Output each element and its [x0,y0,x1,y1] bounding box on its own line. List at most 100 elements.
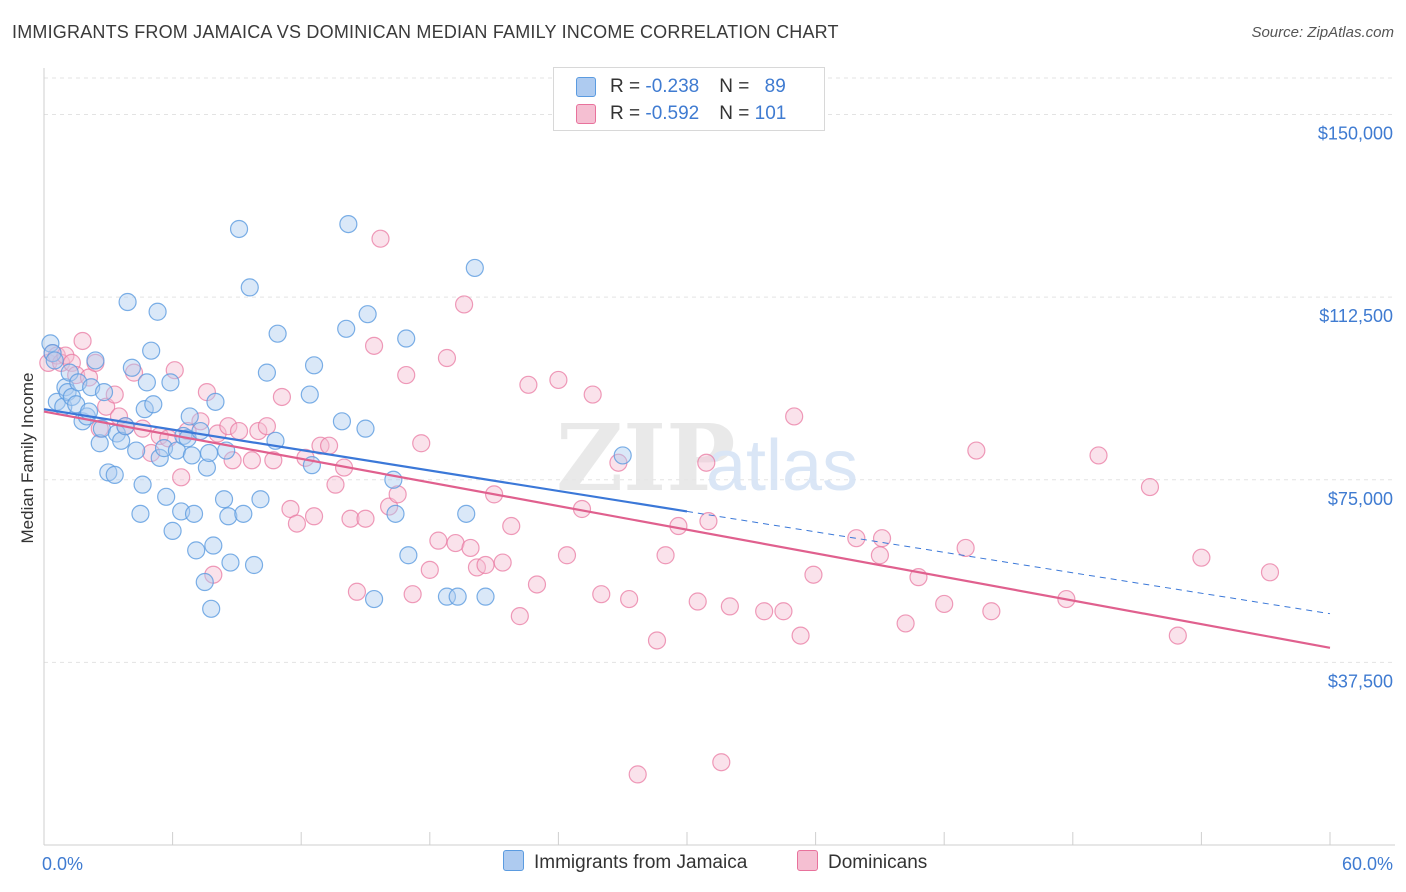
point-jamaica [180,407,199,426]
point-jamaica [112,431,131,450]
point-dominicans [935,594,954,614]
point-dominicans [592,585,611,604]
point-dominicans [371,229,390,248]
point-jamaica [133,475,152,494]
point-dominicans [870,546,890,565]
point-dominicans [1089,446,1108,465]
point-dominicans [319,436,339,455]
point-jamaica [191,421,210,441]
point-dominicans [510,607,529,626]
bottom-legend-swatch-blue [503,850,524,872]
point-dominicans [527,575,547,594]
trend-line-dominicans [43,410,1331,649]
series-dominicans-points [39,229,1280,784]
point-jamaica [221,553,240,572]
point-dominicans [720,597,739,616]
point-jamaica [397,329,416,348]
point-jamaica [244,555,264,575]
point-dominicans [191,412,210,431]
point-dominicans [712,753,731,772]
point-dominicans [172,468,191,487]
point-jamaica [135,400,154,419]
legend-r-value: -0.238 [645,76,700,97]
y-axis-label: Median Family Income [18,372,37,543]
point-dominicans [223,451,242,470]
point-jamaica [202,599,221,618]
point-dominicans [956,538,975,558]
series-jamaica-points [41,214,632,618]
point-dominicans [519,375,538,394]
point-jamaica [94,383,114,402]
point-dominicans [476,555,495,575]
point-dominicans [257,417,277,436]
y-tick-label: $112,500 [1319,306,1393,326]
point-jamaica [448,587,467,606]
point-dominicans [219,417,238,436]
point-jamaica [206,392,225,411]
point-jamaica [229,219,249,239]
point-jamaica [199,443,219,463]
legend-n-value: 101 [754,103,787,124]
point-jamaica [195,572,214,592]
legend-n-label: N = [719,103,755,124]
point-dominicans [785,407,804,426]
x-tick-label-max: 60.0% [1342,854,1393,874]
point-dominicans [287,514,307,533]
point-jamaica [219,507,238,526]
point-dominicans [403,585,422,604]
point-dominicans [326,475,345,494]
point-jamaica [304,356,324,375]
point-dominicans [347,582,367,601]
point-dominicans [493,553,512,572]
point-dominicans [1168,626,1187,645]
point-dominicans [583,385,602,404]
point-dominicans [1140,477,1160,497]
point-jamaica [457,504,476,523]
point-jamaica [184,504,204,523]
point-dominicans [774,602,793,621]
point-jamaica [161,373,180,392]
point-dominicans [397,365,416,385]
legend-row-dominicans: R = -0.592 N = 101 [576,102,786,126]
point-jamaica [465,258,484,278]
point-jamaica [251,490,270,509]
point-jamaica [613,446,632,465]
legend-n-label: N = [719,76,755,97]
point-jamaica [157,487,176,506]
point-jamaica [364,589,384,609]
point-dominicans [304,507,324,526]
point-jamaica [182,446,201,465]
point-dominicans [341,509,360,528]
point-dominicans [364,336,384,355]
point-dominicans [446,533,465,553]
point-dominicans [461,538,480,558]
point-dominicans [620,589,639,609]
point-jamaica [163,521,182,540]
point-dominicans [105,385,124,404]
point-dominicans [229,421,249,441]
point-dominicans [73,331,92,351]
point-jamaica [386,504,405,523]
bottom-legend-swatch-pink [797,850,818,872]
point-jamaica [90,434,109,453]
tick-labels: $37,500 $75,000 $112,500 $150,000 0.0% 60.0% [42,124,1393,874]
point-dominicans [697,453,716,472]
point-jamaica [127,441,146,460]
point-dominicans [388,485,407,504]
point-jamaica [137,373,156,392]
trend-line-jamaica [43,408,688,513]
point-dominicans [454,295,474,314]
legend-r-label: R = [610,103,646,124]
legend-row-jamaica: R = -0.238 N = 89 [576,75,786,99]
point-dominicans [688,592,707,611]
point-dominicans [429,531,448,550]
x-tick-label-min: 0.0% [42,854,83,874]
point-dominicans [872,529,892,548]
point-dominicans [356,509,375,528]
point-jamaica [257,363,277,382]
correlation-legend: R = -0.238 N = 89 R = -0.592 N = 101 [553,67,825,131]
point-dominicans [437,348,457,368]
point-jamaica [148,302,167,321]
point-dominicans [896,614,915,633]
point-dominicans [982,602,1001,621]
